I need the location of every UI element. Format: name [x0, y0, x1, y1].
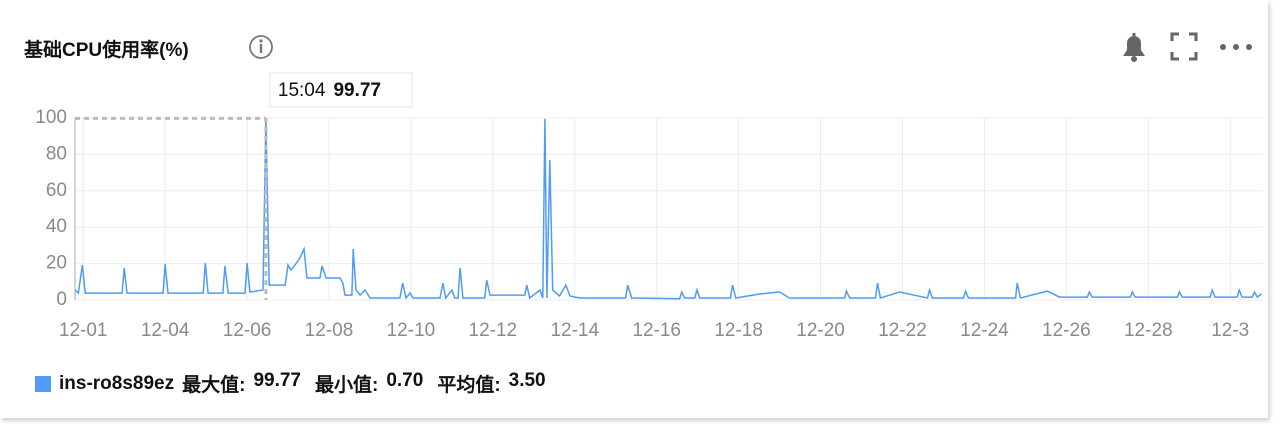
tooltip-value: 99.77 — [333, 80, 381, 101]
fullscreen-button[interactable] — [1170, 32, 1198, 61]
x-tick-label: 12-14 — [550, 320, 599, 341]
x-tick-label: 12-10 — [387, 320, 436, 341]
x-tick-label: 12-3 — [1211, 320, 1249, 341]
y-tick-label: 40 — [46, 216, 67, 237]
alarm-button[interactable] — [1123, 33, 1145, 62]
tooltip-text: 15:04 99.77 — [278, 80, 381, 101]
tooltip: 15:04 99.77 — [269, 72, 413, 108]
x-tick-label: 12-12 — [469, 320, 518, 341]
more-button[interactable] — [1220, 44, 1252, 50]
tooltip-box — [269, 72, 413, 108]
stats: 最大值: 99.77 最小值: 0.70 平均值: 3.50 — [182, 370, 552, 397]
x-tick-label: 12-01 — [59, 320, 108, 341]
y-tick-label: 20 — [46, 253, 67, 274]
x-tick-label: 12-20 — [796, 320, 845, 341]
stat-value: 0.70 — [386, 370, 424, 391]
legend-swatch — [35, 375, 51, 392]
tooltip-time: 15:04 — [278, 80, 326, 101]
x-tick-label: 12-28 — [1124, 320, 1173, 341]
x-tick-label: 12-24 — [960, 320, 1009, 341]
y-tick-label: 80 — [46, 143, 67, 164]
y-tick-label: 60 — [46, 180, 67, 201]
chart-title: 基础CPU使用率(%) — [24, 40, 189, 61]
x-tick-label: 12-08 — [305, 320, 354, 341]
stat-value: 99.77 — [253, 370, 301, 391]
stat-label: 平均值: — [437, 375, 501, 396]
x-tick-label: 12-18 — [714, 320, 763, 341]
x-tick-label: 12-04 — [141, 320, 190, 341]
info-icon[interactable] — [249, 35, 273, 59]
x-tick-label: 12-26 — [1042, 320, 1091, 341]
legend: ins-ro8s89ez 最大值: 99.77 最小值: 0.70 平均值: 3.50 — [35, 370, 552, 397]
x-tick-label: 12-22 — [878, 320, 927, 341]
stat-label: 最小值: — [315, 375, 379, 396]
y-tick-label: 100 — [35, 107, 67, 128]
y-tick-label: 0 — [56, 289, 67, 310]
legend-label: ins-ro8s89ez — [59, 372, 175, 394]
stat-label: 最大值: — [182, 375, 246, 396]
x-tick-label: 12-06 — [223, 320, 272, 341]
line — [74, 118, 1262, 300]
card — [0, 0, 1268, 418]
stat-value: 3.50 — [508, 370, 546, 391]
x-tick-label: 12-16 — [632, 320, 681, 341]
